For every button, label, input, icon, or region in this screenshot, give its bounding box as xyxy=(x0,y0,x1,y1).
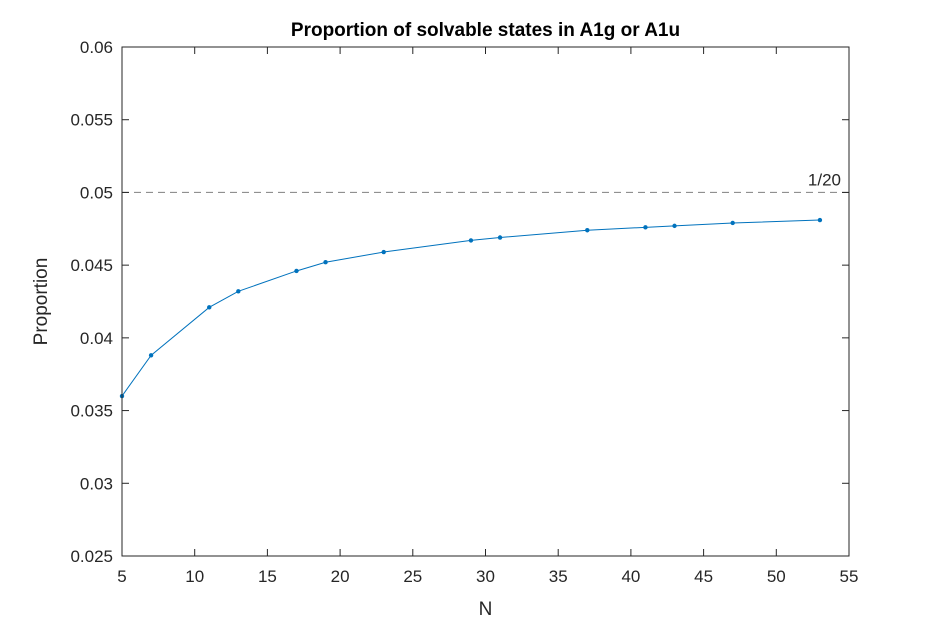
y-axis-label: Proportion xyxy=(31,258,52,346)
y-tick-label: 0.05 xyxy=(80,183,113,202)
x-tick-label: 35 xyxy=(549,567,568,586)
plot-background xyxy=(122,47,849,556)
y-tick-label: 0.035 xyxy=(70,402,113,421)
y-tick-label: 0.06 xyxy=(80,38,113,57)
reference-line-label: 1/20 xyxy=(808,170,841,189)
x-tick-label: 5 xyxy=(117,567,126,586)
x-tick-label: 45 xyxy=(694,567,713,586)
series-line xyxy=(121,219,820,397)
y-tick-label: 0.04 xyxy=(80,329,113,348)
x-tick-label: 15 xyxy=(258,567,277,586)
y-tick-label: 0.055 xyxy=(70,111,113,130)
x-tick-label: 50 xyxy=(767,567,786,586)
x-tick-label: 10 xyxy=(185,567,204,586)
data-point xyxy=(585,228,590,233)
data-point xyxy=(294,268,299,274)
data-point xyxy=(672,223,677,229)
y-tick-label: 0.025 xyxy=(70,547,113,566)
x-axis-label: N xyxy=(479,599,493,620)
data-point xyxy=(323,260,328,265)
data-point xyxy=(643,225,648,230)
y-tick-label: 0.045 xyxy=(70,256,113,275)
x-tick-label: 20 xyxy=(331,567,350,586)
x-tick-label: 40 xyxy=(621,567,640,586)
data-point xyxy=(817,217,823,223)
data-point xyxy=(497,235,503,240)
data-point xyxy=(730,220,735,226)
data-point xyxy=(207,305,212,310)
y-tick-label: 0.03 xyxy=(80,474,113,493)
data-point xyxy=(468,238,474,243)
data-point xyxy=(236,289,241,294)
x-tick-label: 30 xyxy=(476,567,495,586)
x-tick-label: 25 xyxy=(403,567,422,586)
data-point xyxy=(148,353,154,358)
chart-title: Proportion of solvable states in A1g or … xyxy=(291,20,680,41)
data-point xyxy=(381,249,386,255)
x-tick-label: 55 xyxy=(840,567,859,586)
